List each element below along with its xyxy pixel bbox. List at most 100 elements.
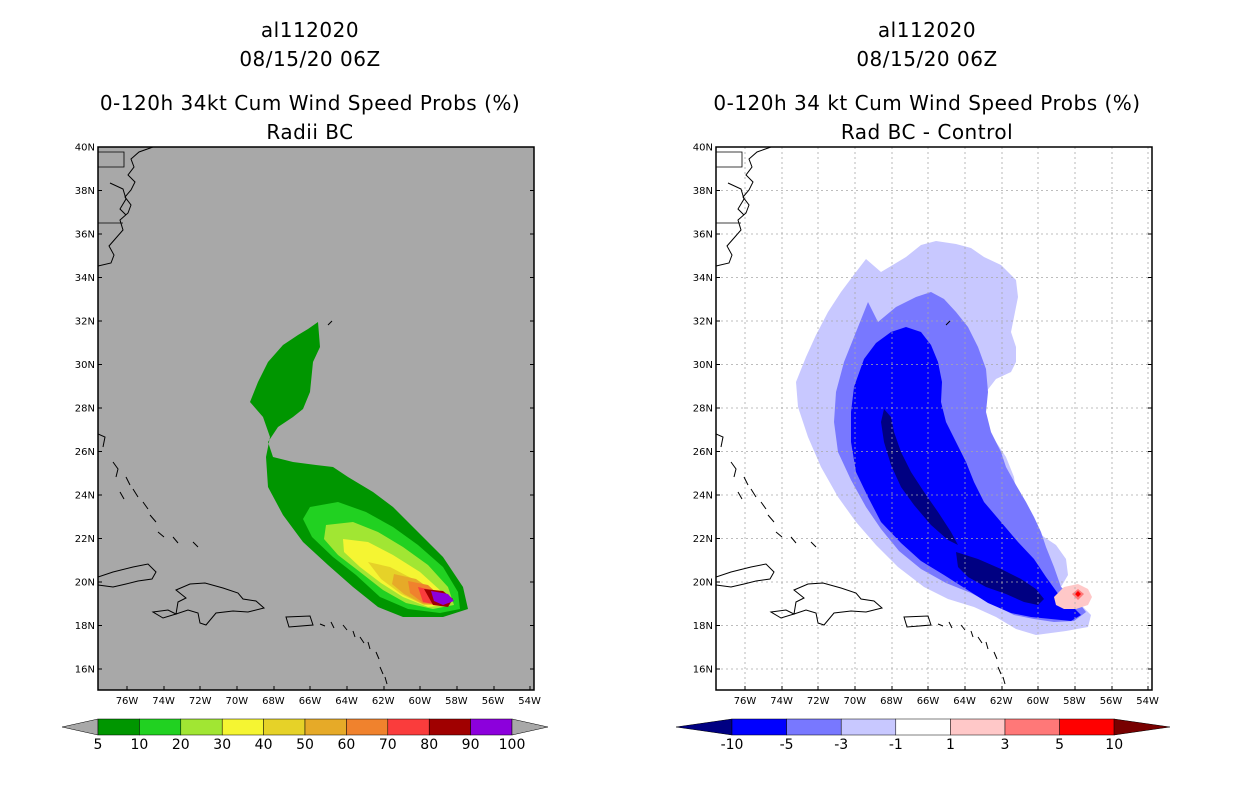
right-map-frame xyxy=(715,146,1153,691)
left-colorbar-label: 100 xyxy=(499,737,526,753)
lon-label: 54W xyxy=(518,696,541,707)
lat-label: 36N xyxy=(75,230,95,241)
left-colorbar-label: 10 xyxy=(130,737,148,753)
lon-label: 68W xyxy=(880,696,903,707)
lat-label: 24N xyxy=(693,491,713,502)
left-colorbar-label: 40 xyxy=(255,737,273,753)
lon-label: 66W xyxy=(299,696,322,707)
lat-label: 34N xyxy=(75,273,95,284)
right-colorbar-swatch xyxy=(1059,718,1115,736)
lon-label: 56W xyxy=(1100,696,1123,707)
lat-label: 32N xyxy=(75,317,95,328)
lon-label: 70W xyxy=(225,696,248,707)
lat-label: 34N xyxy=(693,273,713,284)
left-colorbar-label: 5 xyxy=(94,737,103,753)
lat-label: 38N xyxy=(75,186,95,197)
right-colorbar-label: -5 xyxy=(780,737,794,753)
lat-label: 20N xyxy=(75,578,95,589)
right-colorbar-high-end xyxy=(1113,718,1171,736)
lon-label: 64W xyxy=(335,696,358,707)
right-colorbar-swatch xyxy=(1004,718,1060,736)
left-colorbar-label: 80 xyxy=(420,737,438,753)
left-storm-id: al112020 xyxy=(260,18,360,42)
lon-label: 60W xyxy=(1026,696,1049,707)
lon-label: 62W xyxy=(372,696,395,707)
lat-label: 36N xyxy=(693,230,713,241)
left-colorbar-swatch xyxy=(97,718,140,736)
right-colorbar-label: 3 xyxy=(1001,737,1010,753)
left-colorbar-swatch xyxy=(346,718,389,736)
lat-label: 18N xyxy=(693,621,713,632)
lon-label: 76W xyxy=(116,696,139,707)
left-colorbar-label: 90 xyxy=(462,737,480,753)
lat-label: 26N xyxy=(75,447,95,458)
lon-label: 74W xyxy=(770,696,793,707)
lon-label: 64W xyxy=(953,696,976,707)
left-colorbar-label: 60 xyxy=(337,737,355,753)
lon-label: 72W xyxy=(807,696,830,707)
right-storm-id: al112020 xyxy=(877,18,977,42)
lat-label: 30N xyxy=(75,360,95,371)
left-subtitle: Radii BC xyxy=(266,120,354,144)
left-colorbar: 5 10 20 30 40 50 60 70 80 90 100 xyxy=(61,718,549,753)
right-lon-labels: 76W 74W 72W 70W 68W 66W 64W 62W 60W 58W 56W 54W xyxy=(734,696,1159,707)
lat-label: 28N xyxy=(693,404,713,415)
lon-label: 56W xyxy=(482,696,505,707)
right-map-panel: 40N38N36N34N32N30N28N26N24N22N20N18N16N … xyxy=(693,143,1159,708)
lon-label: 76W xyxy=(734,696,757,707)
diff-plus1-contour xyxy=(1054,584,1092,609)
right-colorbar-label: 10 xyxy=(1105,737,1123,753)
prob-90-contour xyxy=(431,591,454,605)
left-colorbar-swatch xyxy=(139,718,182,736)
left-colorbar-label: 50 xyxy=(296,737,314,753)
lat-label: 16N xyxy=(693,665,713,676)
lon-label: 70W xyxy=(843,696,866,707)
lon-label: 68W xyxy=(262,696,285,707)
left-colorbar-swatch xyxy=(428,718,471,736)
left-colorbar-swatch xyxy=(470,718,513,736)
diff-minus5-contour xyxy=(851,327,1081,621)
left-colorbar-swatch xyxy=(387,718,430,736)
left-product-title: 0-120h 34kt Cum Wind Speed Probs (%) xyxy=(99,91,521,115)
lat-label: 30N xyxy=(693,360,713,371)
left-datetime: 08/15/20 06Z xyxy=(239,47,381,71)
lat-label: 32N xyxy=(693,317,713,328)
left-colorbar-label: 20 xyxy=(172,737,190,753)
left-map-frame xyxy=(97,146,535,691)
diff-minus10-contour xyxy=(881,409,1044,605)
right-product-title: 0-120h 34 kt Cum Wind Speed Probs (%) xyxy=(713,91,1141,115)
right-lat-labels: 40N 38N 36N 34N 32N 30N 28N 26N 24N 22N 20N 18N 16N xyxy=(693,143,713,676)
lon-label: 74W xyxy=(152,696,175,707)
right-colorbar-swatch xyxy=(731,718,787,736)
lat-label: 22N xyxy=(693,534,713,545)
diff-plus10-contour xyxy=(1075,591,1081,597)
left-map-panel: 40N38N36N34N32N30N28N26N24N22N20N18N16N … xyxy=(75,143,541,708)
right-colorbar-swatch xyxy=(895,718,951,736)
left-colorbar-swatch xyxy=(180,718,223,736)
lat-label: 26N xyxy=(693,447,713,458)
lat-label: 38N xyxy=(693,186,713,197)
lat-label: 18N xyxy=(75,621,95,632)
lat-label: 24N xyxy=(75,491,95,502)
left-colorbar-label: 30 xyxy=(213,737,231,753)
lat-label: 28N xyxy=(75,404,95,415)
lat-label: 40N xyxy=(693,143,713,154)
lat-label: 40N xyxy=(75,143,95,154)
left-colorbar-high-end xyxy=(511,718,549,736)
lat-label: 16N xyxy=(75,665,95,676)
right-colorbar-label: 5 xyxy=(1055,737,1064,753)
lon-label: 72W xyxy=(189,696,212,707)
lon-label: 58W xyxy=(1063,696,1086,707)
right-colorbar-label: 1 xyxy=(946,737,955,753)
left-lat-labels: 40N 38N 36N 34N 32N 30N 28N 26N 24N 22N 20N 18N 16N xyxy=(75,143,95,676)
left-colorbar-label: 70 xyxy=(379,737,397,753)
lon-label: 60W xyxy=(408,696,431,707)
lon-label: 66W xyxy=(917,696,940,707)
left-colorbar-swatch xyxy=(304,718,347,736)
left-colorbar-swatch xyxy=(263,718,306,736)
right-datetime: 08/15/20 06Z xyxy=(856,47,998,71)
right-colorbar-swatch xyxy=(840,718,897,736)
right-colorbar-label: -1 xyxy=(889,737,903,753)
right-colorbar-label: -3 xyxy=(834,737,848,753)
lon-label: 62W xyxy=(990,696,1013,707)
